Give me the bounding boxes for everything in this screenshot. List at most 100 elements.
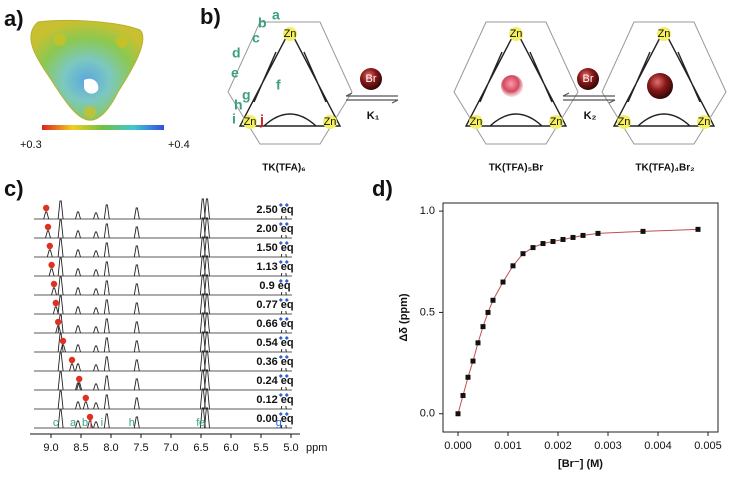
- peak: [103, 223, 110, 239]
- peak: [199, 369, 206, 391]
- peak: [199, 312, 206, 334]
- peak: [93, 231, 99, 239]
- peak: [199, 198, 206, 220]
- atom-label: Zn: [324, 116, 337, 128]
- peak: [204, 255, 210, 277]
- peak: [199, 236, 206, 258]
- g-marker: [278, 336, 283, 340]
- peak: [103, 318, 110, 334]
- peak-label: b: [82, 417, 88, 429]
- peak: [204, 331, 210, 353]
- macrocycle: [612, 28, 716, 127]
- peak: [103, 375, 110, 391]
- g-marker: [278, 412, 283, 416]
- moving-peak: [82, 401, 89, 410]
- equivalents-label: 0.00 eq: [256, 413, 293, 425]
- ion-label: Br: [583, 73, 594, 85]
- g-marker: [278, 222, 283, 226]
- peak-label: e: [199, 417, 205, 429]
- peak: [204, 369, 210, 391]
- k1-label: K₁: [367, 110, 380, 122]
- equivalents-label: 1.13 eq: [256, 261, 293, 273]
- label-bg: [250, 318, 300, 330]
- atom-label: Zn: [470, 116, 483, 128]
- x-tick-label: 0.003: [594, 440, 622, 452]
- shift-marker: [44, 223, 52, 231]
- data-point: [640, 228, 646, 234]
- peak: [75, 382, 81, 391]
- peak: [133, 207, 140, 220]
- peak: [133, 283, 140, 296]
- bromide-ion: [360, 68, 382, 90]
- equivalents-label: 2.00 eq: [256, 223, 293, 235]
- atom-label: Zn: [698, 116, 711, 128]
- shift-marker: [55, 318, 62, 326]
- label-bg: [250, 337, 300, 349]
- site-label: e: [231, 65, 239, 81]
- peak: [204, 312, 210, 334]
- ion-label: Br: [366, 73, 377, 85]
- g-marker: [284, 260, 289, 264]
- equivalents-label: 0.66 eq: [256, 318, 293, 330]
- peak: [133, 226, 140, 239]
- x-tick-label: 8.0: [103, 442, 118, 454]
- panel-label: b): [200, 4, 221, 29]
- x-tick-label: 0.000: [444, 440, 472, 452]
- bound-ion: [647, 73, 673, 99]
- molecules: Zn Zn Zn Zn Zn Zn Zn Zn Zn: [227, 21, 727, 145]
- g-marker: [284, 203, 289, 207]
- peak: [93, 250, 99, 258]
- peak: [204, 350, 210, 372]
- g-marker: [284, 298, 289, 302]
- peak-label: f: [196, 417, 200, 429]
- zinc-site: [283, 27, 297, 41]
- panel-label: c): [4, 176, 24, 201]
- equivalents-label: 0.54 eq: [256, 337, 293, 349]
- site-label: i: [232, 111, 236, 127]
- peak-label: i: [101, 417, 103, 429]
- data-point: [475, 340, 481, 346]
- peak: [204, 293, 210, 315]
- shift-marker: [68, 356, 76, 364]
- equivalents-label: 2.50 eq: [256, 204, 293, 216]
- peak-label: c: [53, 417, 59, 429]
- equilibrium-arrows: [345, 92, 616, 104]
- equivalents-label: 0.24 eq: [256, 375, 293, 387]
- peak: [199, 293, 206, 315]
- peak: [199, 407, 206, 429]
- peak: [75, 211, 81, 220]
- label-bg: [250, 204, 300, 216]
- g-marker: [278, 374, 283, 378]
- g-marker: [284, 374, 289, 378]
- zinc-site: [469, 115, 483, 129]
- x-tick-label: 0.005: [694, 440, 722, 452]
- g-marker: [284, 412, 289, 416]
- fit-curve: [457, 228, 699, 414]
- g-marker: [278, 203, 283, 207]
- atom-label: Zn: [658, 28, 671, 40]
- x-tick-label: 8.5: [73, 442, 88, 454]
- y-tick-label: 0.5: [420, 306, 435, 318]
- data-point: [470, 358, 476, 364]
- peak: [103, 413, 110, 429]
- peak: [133, 359, 140, 372]
- site-label: h: [234, 97, 243, 113]
- x-tick-label: 7.5: [133, 442, 148, 454]
- x-tick-label: 5.0: [283, 442, 298, 454]
- peak: [93, 364, 99, 372]
- peak: [133, 397, 140, 410]
- site-label: j: [259, 112, 264, 128]
- data-point: [490, 297, 496, 303]
- peak: [93, 307, 99, 315]
- peak: [75, 325, 81, 334]
- moving-peak: [55, 325, 62, 334]
- peak: [57, 371, 64, 391]
- label-bg: [250, 261, 300, 273]
- peak: [57, 352, 64, 372]
- label-bg: [250, 394, 300, 406]
- k2-label: K₂: [584, 110, 597, 122]
- data-point: [560, 236, 566, 242]
- peak: [75, 230, 81, 239]
- atom-label: Zn: [550, 116, 563, 128]
- peak: [133, 302, 140, 315]
